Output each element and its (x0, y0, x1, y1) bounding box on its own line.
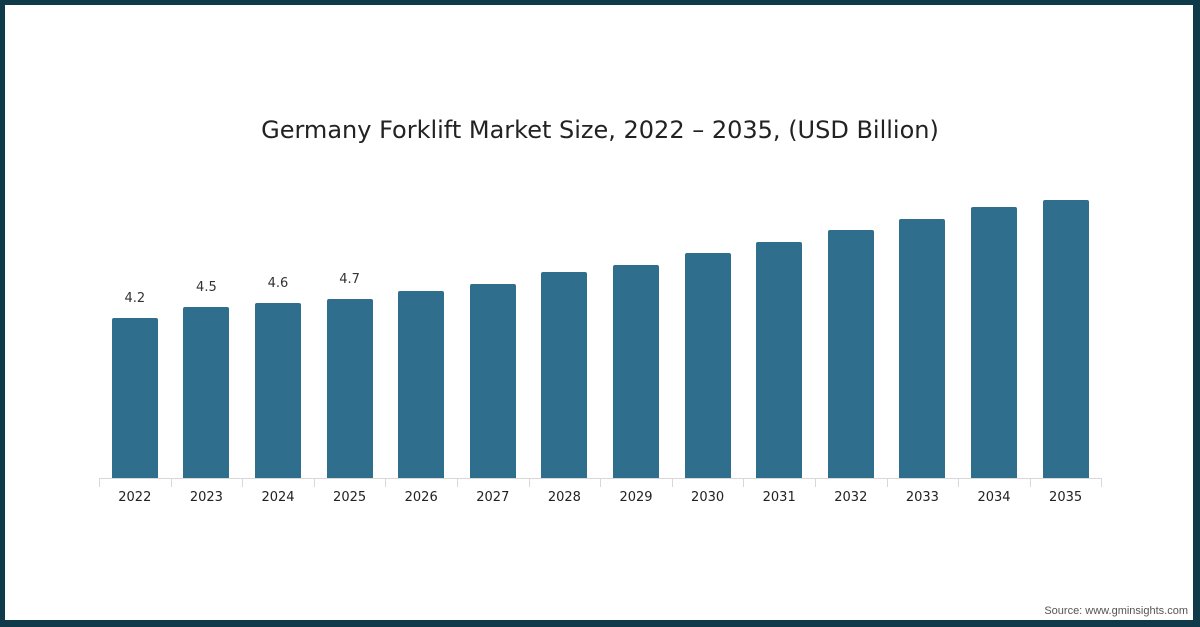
x-tick (170, 478, 172, 487)
bar-2027 (469, 283, 516, 478)
x-tick-label-2033: 2033 (905, 490, 939, 505)
x-tick-label-2022: 2022 (118, 490, 152, 505)
bar-2030 (684, 253, 731, 478)
chart-title: Germany Forklift Market Size, 2022 – 203… (261, 116, 939, 144)
x-tick (242, 478, 244, 487)
x-tick-label-2023: 2023 (189, 490, 223, 505)
bar-2033 (899, 218, 946, 478)
source-credit: Source: www.gminsights.com (1044, 605, 1188, 617)
bar-2024 (255, 302, 301, 478)
x-tick-label-2029: 2029 (619, 490, 653, 505)
bar-2023 (183, 306, 230, 478)
x-tick-label-2034: 2034 (977, 490, 1011, 505)
x-tick-label-2024: 2024 (261, 490, 295, 505)
x-tick-label-2031: 2031 (762, 490, 796, 505)
x-tick (313, 478, 315, 487)
x-tick-label-2035: 2035 (1049, 490, 1083, 505)
bar-2025 (326, 298, 373, 478)
bar-2035 (1042, 199, 1089, 478)
x-tick (600, 478, 602, 487)
data-label-2022: 4.2 (124, 290, 146, 306)
data-label-2024: 4.6 (267, 275, 289, 291)
x-tick (99, 478, 100, 487)
x-tick (385, 478, 387, 487)
x-tick-label-2030: 2030 (691, 490, 725, 505)
bar-2028 (541, 272, 588, 478)
x-tick (1029, 478, 1031, 487)
bar-2034 (971, 207, 1017, 478)
x-tick-label-2027: 2027 (476, 490, 510, 505)
data-label-2023: 4.5 (196, 279, 217, 295)
x-tick-label-2032: 2032 (834, 490, 868, 505)
x-tick (815, 478, 816, 487)
x-tick (743, 478, 745, 487)
x-tick (886, 478, 888, 487)
x-tick-label-2026: 2026 (404, 490, 438, 505)
bar-2029 (613, 264, 659, 478)
data-label-2025: 4.7 (339, 271, 360, 287)
x-tick (671, 478, 673, 487)
x-tick (958, 478, 960, 487)
bar-2022 (111, 317, 158, 478)
x-tick-label-2028: 2028 (547, 490, 581, 505)
bar-2032 (827, 230, 874, 478)
bar-2031 (756, 241, 803, 478)
x-tick (1101, 478, 1103, 487)
x-tick (457, 478, 458, 487)
x-tick-label-2025: 2025 (333, 490, 367, 505)
bar-2026 (398, 291, 445, 478)
x-tick (528, 478, 530, 487)
